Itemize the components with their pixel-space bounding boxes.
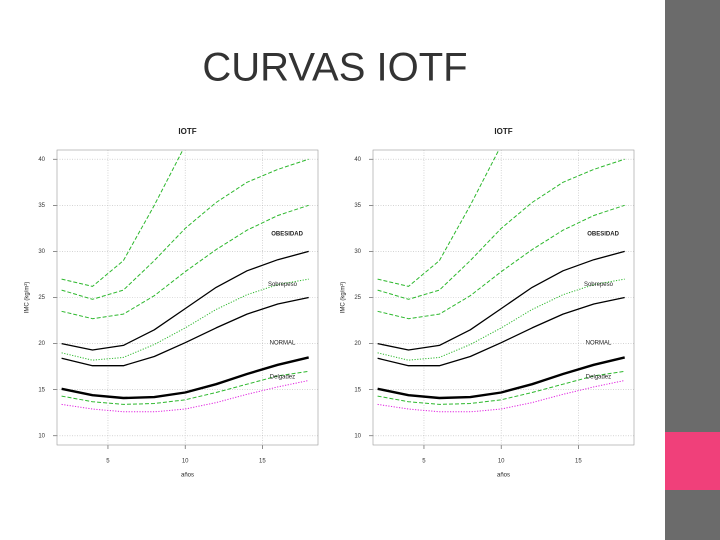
series-line — [377, 356, 625, 400]
series-line — [61, 380, 309, 413]
series-line — [377, 296, 625, 367]
y-tick-label: 20 — [38, 341, 45, 347]
slide-title: CURVAS IOTF — [202, 46, 467, 90]
annotation: Delgadez — [586, 374, 611, 380]
series-line — [377, 380, 625, 413]
series-line — [377, 250, 625, 351]
annotation: Sobrepeso — [584, 282, 614, 288]
y-tick-label: 35 — [354, 203, 361, 209]
y-tick-label: 15 — [38, 387, 45, 393]
x-tick-label: 10 — [182, 459, 189, 465]
series-line — [61, 204, 309, 320]
annotation: OBESIDAD — [587, 231, 619, 237]
annotation: OBESIDAD — [271, 231, 303, 237]
y-tick-label: 15 — [354, 387, 361, 393]
x-tick-label: 15 — [259, 459, 266, 465]
series-line — [61, 356, 309, 400]
y-tick-label: 25 — [354, 295, 361, 301]
series-line — [377, 158, 625, 300]
series-line — [377, 204, 625, 320]
y-tick-label: 35 — [38, 203, 45, 209]
x-axis-label: años — [181, 473, 194, 479]
annotation: NORMAL — [270, 340, 296, 346]
chart-title: IOTF — [494, 127, 512, 136]
series-line — [377, 150, 500, 287]
y-tick-label: 40 — [354, 157, 361, 163]
side-accent — [665, 432, 720, 490]
plot-frame — [56, 149, 319, 446]
x-tick-label: 5 — [106, 459, 110, 465]
x-tick-label: 15 — [575, 459, 582, 465]
x-axis-label: años — [497, 473, 510, 479]
annotation: NORMAL — [586, 340, 612, 346]
chart: IOTF IMC (kg/m²) años 10 15 20 25 30 35 40 5 10 15 OB… — [22, 122, 342, 485]
x-tick-label: 10 — [498, 459, 505, 465]
chart-background — [22, 122, 342, 485]
x-tick-label: 5 — [422, 459, 426, 465]
chart-background — [338, 122, 658, 485]
y-tick-label: 25 — [38, 295, 45, 301]
chart: IOTF IMC (kg/m²) años 10 15 20 25 30 35 40 5 10 15 OB… — [338, 122, 658, 485]
series-line — [61, 150, 184, 287]
annotation: Sobrepeso — [268, 282, 298, 288]
y-tick-label: 30 — [354, 249, 361, 255]
y-tick-label: 40 — [38, 157, 45, 163]
y-tick-label: 10 — [38, 433, 45, 439]
series-line — [61, 158, 309, 300]
annotation: Delgadez — [270, 374, 295, 380]
y-axis-label: IMC (kg/m²) — [341, 282, 347, 314]
y-axis-label: IMC (kg/m²) — [25, 282, 31, 314]
y-tick-label: 10 — [354, 433, 361, 439]
chart-title: IOTF — [178, 127, 196, 136]
y-tick-label: 30 — [38, 249, 45, 255]
plot-frame — [372, 149, 635, 446]
y-tick-label: 20 — [354, 341, 361, 347]
series-line — [61, 296, 309, 367]
series-line — [61, 250, 309, 351]
